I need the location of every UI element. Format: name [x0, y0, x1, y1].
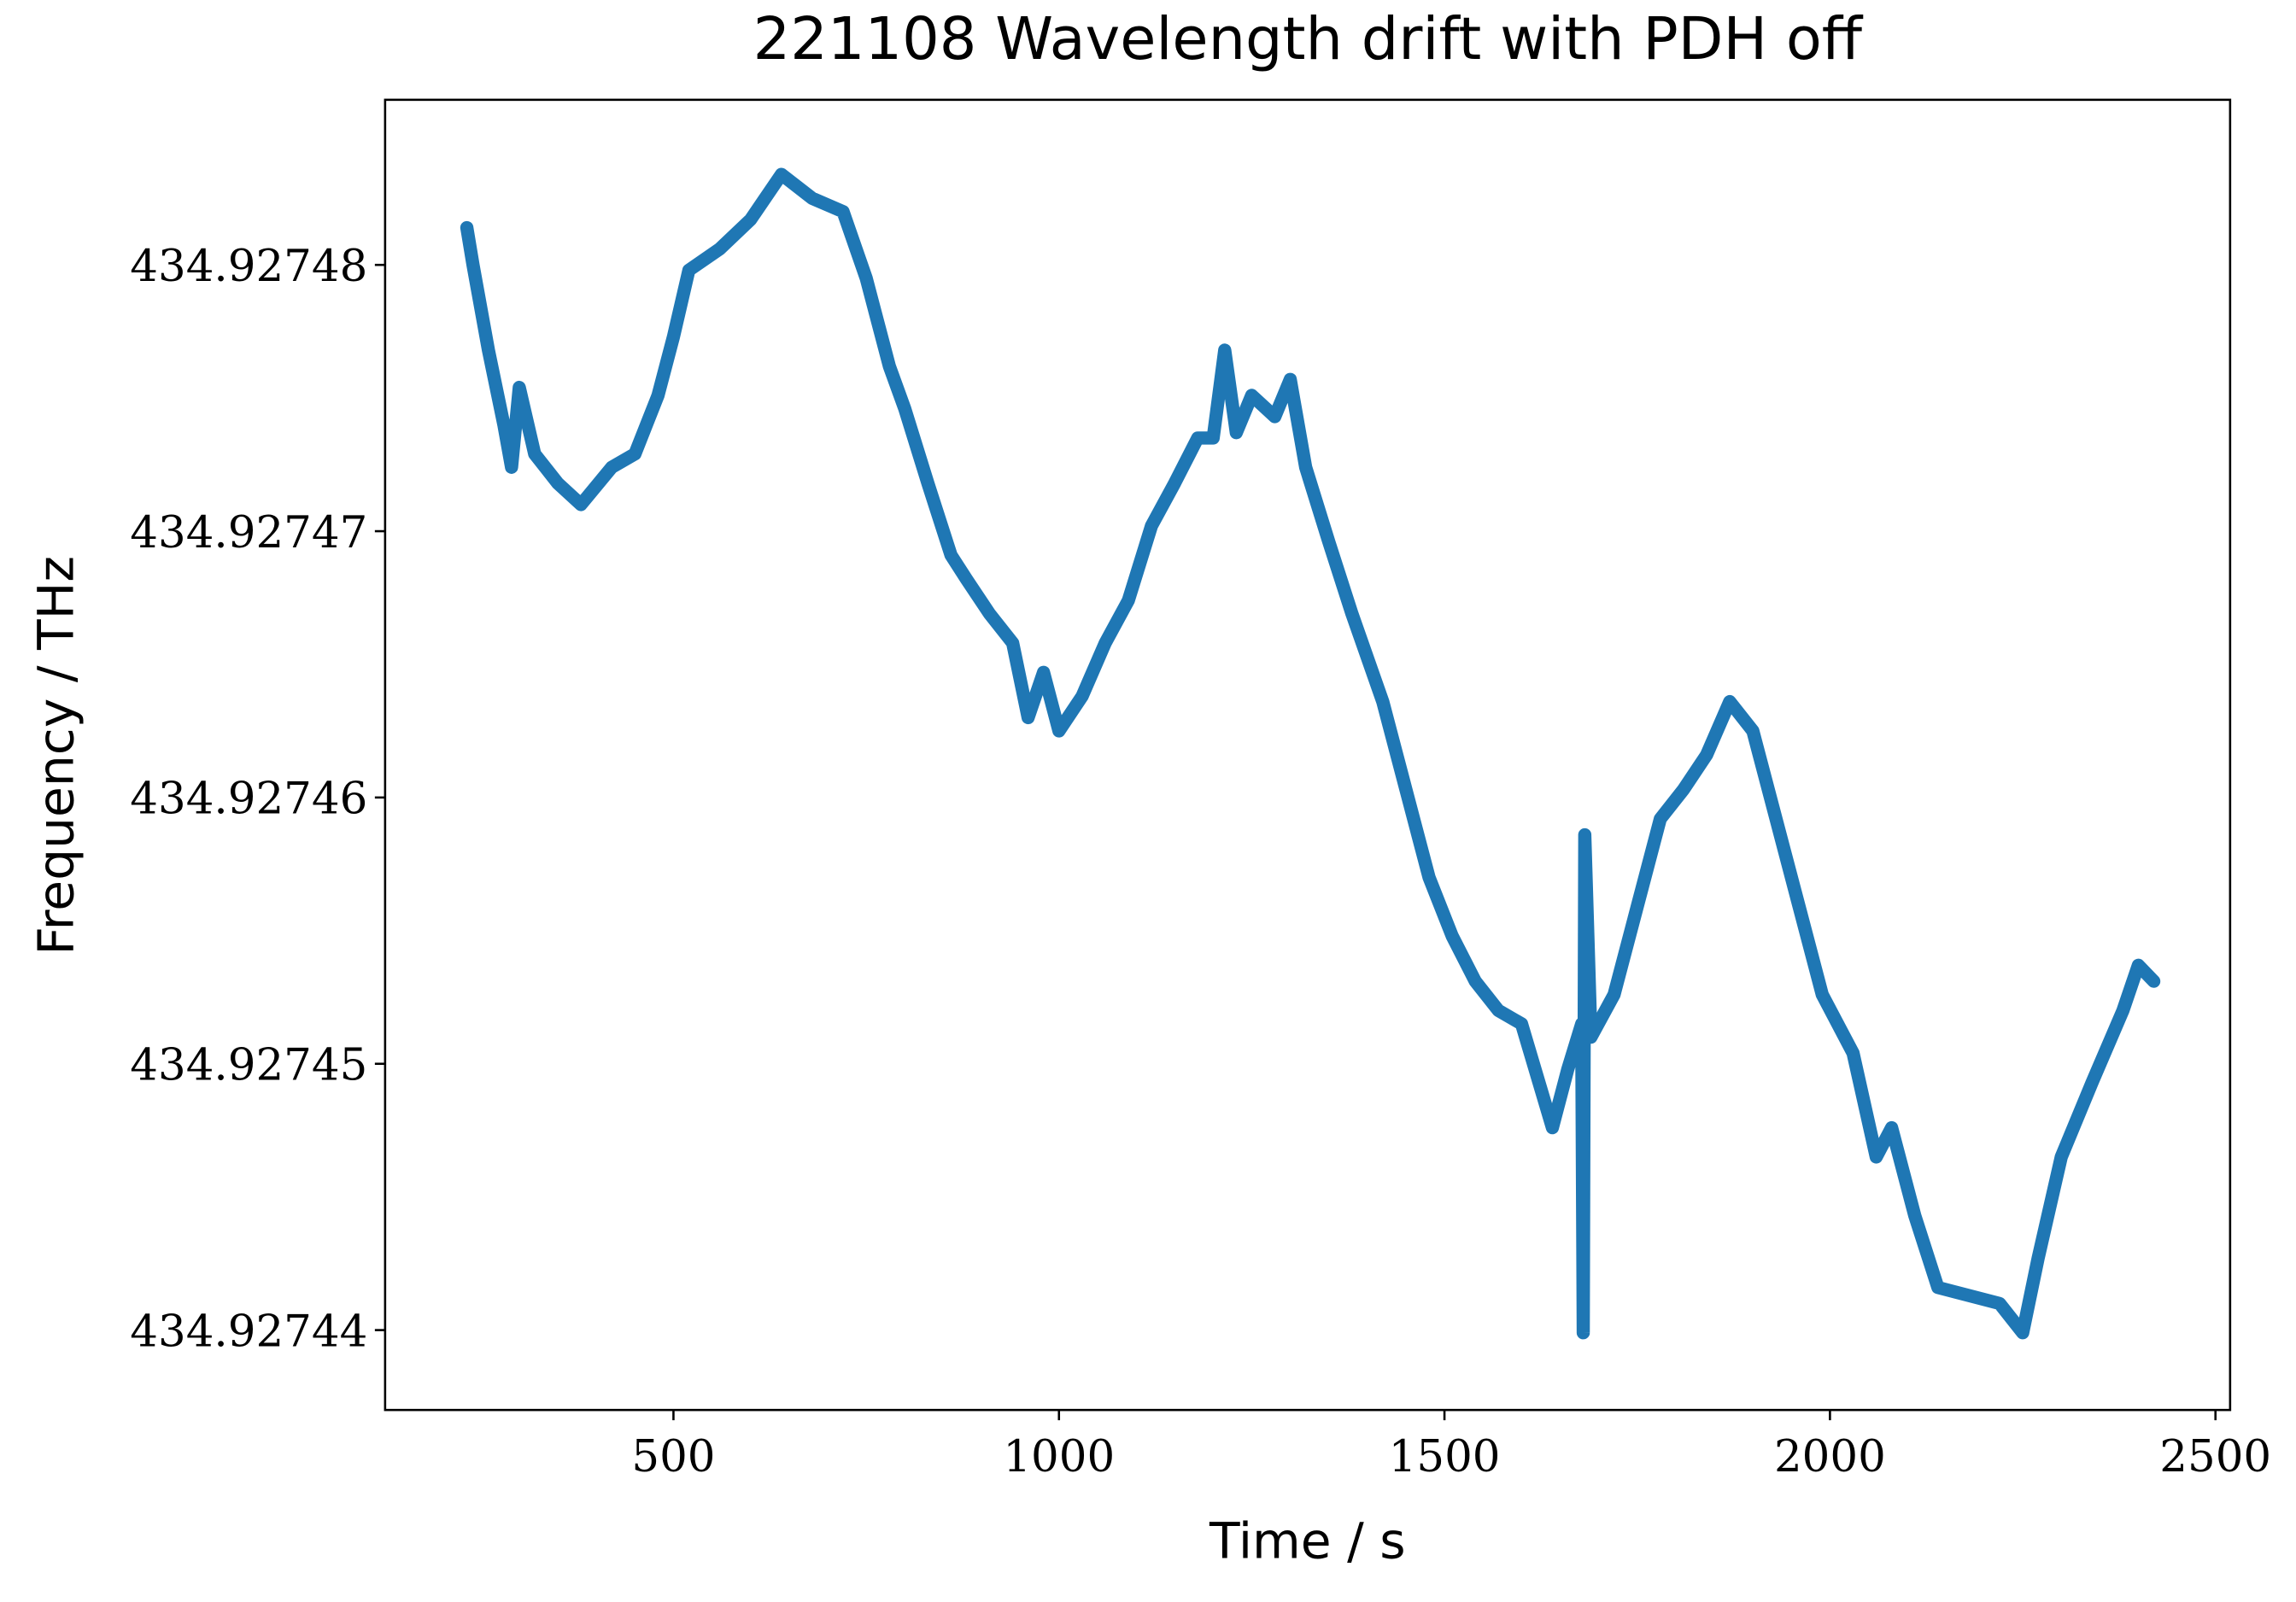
y-tick-label: 434.92747: [130, 507, 367, 558]
y-tick-label: 434.92745: [130, 1040, 367, 1091]
x-tick-label: 1500: [1389, 1431, 1501, 1482]
x-tick-label: 1000: [1003, 1431, 1115, 1482]
y-tick-label: 434.92746: [130, 774, 367, 825]
x-tick-label: 2500: [2159, 1431, 2271, 1482]
data-line: [460, 167, 2161, 1340]
plot-frame: [384, 98, 2232, 1412]
y-tick-label: 434.92748: [130, 241, 367, 292]
chart-title: 221108 Wavelength drift with PDH off: [753, 5, 1864, 73]
y-tick-label: 434.92744: [130, 1306, 367, 1357]
x-tick-label: 500: [631, 1431, 715, 1482]
x-axis-label: Time / s: [1209, 1511, 1406, 1570]
y-axis-label: Frequency / THz: [27, 556, 85, 956]
x-tick-label: 2000: [1774, 1431, 1886, 1482]
